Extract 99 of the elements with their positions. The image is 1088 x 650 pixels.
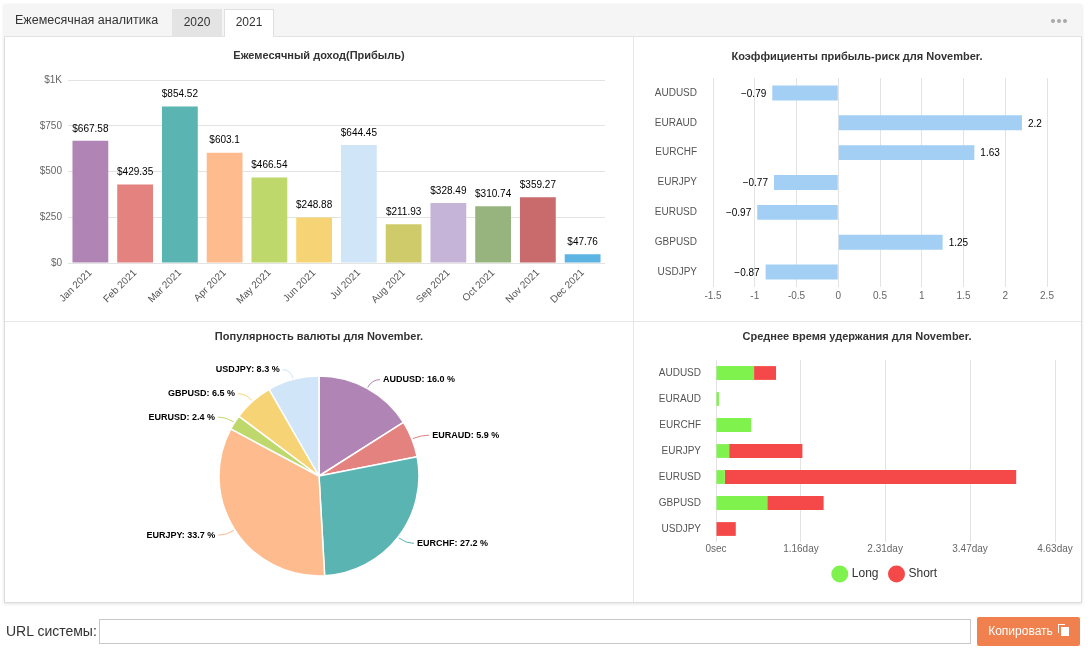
data-label: −0.87 — [734, 266, 761, 278]
data-label: 2.2 — [1027, 117, 1043, 129]
bar — [838, 145, 975, 161]
x-tick-label: -1.5 — [704, 289, 723, 301]
text: Копировать — [988, 624, 1053, 638]
slice-label: AUDUSD: 16.0 % — [382, 374, 456, 385]
y-tick-label: EURAUD — [658, 392, 701, 404]
chart-title: Коэффициенты прибыль-риск для November. — [730, 49, 984, 63]
bar — [296, 217, 333, 263]
x-tick-label: 4.63day — [1037, 542, 1073, 554]
bar — [838, 115, 1022, 131]
bar — [838, 234, 943, 250]
bar — [765, 264, 838, 280]
y-tick-label: GBPUSD — [654, 235, 697, 247]
y-tick-label: EURUSD — [654, 206, 697, 218]
bar — [564, 254, 601, 263]
data-label: $248.88 — [296, 199, 333, 211]
x-tick-label: 0sec — [705, 542, 727, 554]
bar — [519, 197, 556, 263]
legend-label: Short — [908, 566, 938, 581]
y-tick-label: USDJPY — [657, 265, 698, 277]
text: 2020 — [183, 15, 211, 29]
x-tick-label: 1 — [918, 289, 925, 301]
y-tick-label: EURCHF — [659, 418, 701, 430]
data-label: 1.63 — [980, 147, 1001, 159]
bar — [716, 470, 725, 484]
x-tick-label: 0.5 — [873, 289, 888, 301]
bar — [475, 206, 512, 263]
bar — [206, 152, 243, 263]
bar — [385, 224, 422, 263]
bar — [716, 366, 755, 380]
data-label: $667.58 — [72, 122, 109, 134]
y-tick-label: $0 — [50, 256, 63, 268]
bar — [724, 470, 1017, 484]
data-label: $328.49 — [430, 184, 467, 196]
bar — [251, 177, 288, 263]
bar — [72, 140, 109, 263]
bar — [161, 106, 198, 263]
text: URL системы: — [6, 623, 97, 639]
x-tick-label: 2.5 — [1040, 289, 1055, 301]
data-label: 1.25 — [948, 236, 969, 248]
bar — [716, 444, 730, 458]
x-tick-label: 1.5 — [956, 289, 971, 301]
x-tick-label: -0.5 — [787, 289, 806, 301]
y-tick-label: $750 — [39, 119, 63, 131]
chart-title: Популярность валюты для November. — [213, 329, 425, 343]
bar — [754, 366, 777, 380]
text: 2021 — [235, 15, 263, 29]
y-tick-label: $250 — [39, 211, 63, 222]
x-tick-label: -1 — [750, 289, 760, 301]
data-label: $603.1 — [209, 134, 241, 146]
data-label: $47.76 — [567, 236, 599, 248]
data-label: $359.27 — [519, 179, 557, 190]
y-tick-label: EURUSD — [658, 470, 701, 482]
y-tick-label: AUDUSD — [658, 366, 701, 378]
bar — [716, 418, 752, 432]
slice-label: USDJPY: 8.3 % — [215, 364, 280, 375]
data-label: $211.93 — [385, 205, 422, 217]
bar — [716, 522, 736, 536]
bar — [757, 204, 838, 220]
bar — [729, 444, 803, 458]
data-label: −0.97 — [725, 207, 752, 219]
y-tick-label: EURCHF — [655, 146, 697, 158]
y-tick-label: USDJPY — [661, 522, 702, 534]
x-tick-label: 2.31day — [867, 542, 903, 554]
data-label: $644.45 — [340, 126, 378, 138]
text: Ежемесячная аналитика — [15, 13, 159, 27]
bar — [716, 496, 768, 510]
bar — [117, 184, 154, 263]
bar — [773, 175, 838, 190]
data-label: $429.35 — [117, 166, 154, 178]
y-tick-label: $500 — [39, 165, 63, 177]
data-label: $854.52 — [161, 88, 199, 100]
data-label: −0.79 — [740, 87, 767, 99]
slice-label: EURUSD: 2.4 % — [148, 411, 216, 422]
y-tick-label: AUDUSD — [654, 86, 697, 98]
y-tick-label: GBPUSD — [658, 496, 701, 508]
data-label: −0.77 — [742, 177, 769, 189]
bar — [767, 496, 824, 510]
bar — [772, 85, 838, 101]
slice-label: EURAUD: 5.9 % — [432, 429, 500, 440]
legend-label: Long — [851, 566, 879, 581]
slice-label: GBPUSD: 6.5 % — [167, 388, 235, 399]
bar — [430, 202, 467, 263]
y-tick-label: EURJPY — [661, 444, 702, 456]
bar — [340, 145, 377, 263]
x-tick-label: 1.16day — [783, 542, 819, 554]
slice-label: EURCHF: 27.2 % — [416, 537, 488, 548]
x-tick-label: 0 — [835, 289, 842, 301]
y-tick-label: $1K — [44, 73, 63, 85]
data-label: $466.54 — [251, 159, 288, 171]
chart-title: Среднее время удержания для November. — [741, 329, 973, 343]
y-tick-label: EURJPY — [657, 176, 698, 188]
slice-label: EURJPY: 33.7 % — [146, 529, 216, 540]
chart-title: Ежемесячный доход(Прибыль) — [232, 48, 406, 62]
x-tick-label: 2 — [1002, 289, 1009, 301]
y-tick-label: EURAUD — [654, 116, 697, 128]
x-tick-label: 3.47day — [952, 542, 988, 554]
data-label: $310.74 — [475, 187, 512, 199]
